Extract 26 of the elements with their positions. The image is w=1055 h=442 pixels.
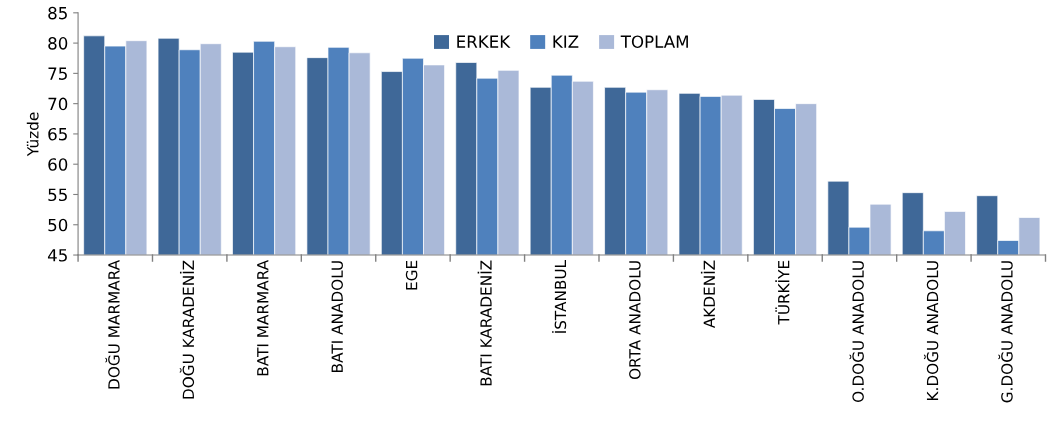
x-tick-label: BATI MARMARA [257,260,269,376]
x-tick-label: O.DOĞU ANADOLU [849,261,864,403]
y-tick-label: 85 [48,6,67,20]
x-tick-label: G.DOĞU ANADOLU [998,261,1013,403]
x-tick-label: AKDENİZ [700,260,715,329]
x-tick-label: EGE [405,260,418,290]
legend-label: ERKEK [457,35,511,48]
x-tick-label: İSTANBUL [552,259,567,333]
x-tick-label: ORTA ANADOLU [629,261,641,380]
x-tick-label: TÜRKİYE [775,260,790,325]
x-tick-label: DOĞU KARADENİZ [179,260,195,399]
y-axis-title: Yüzde [26,112,39,157]
y-tick-label: 60 [48,158,68,171]
y-tick-label: 50 [48,218,68,232]
y-tick-label: 70 [48,97,68,111]
x-tick-label: BATI ANADOLU [331,261,343,372]
y-tick-label: 75 [48,67,67,80]
y-tick-label: 65 [48,127,67,141]
x-tick-label: K.DOĞU ANADOLU [923,261,939,400]
x-tick-label: BATI KARADENİZ [477,260,492,386]
x-tick-label: DOĞU MARMARA [105,260,120,389]
legend-label: TOPLAM [620,35,688,48]
y-tick-label: 45 [47,249,67,262]
y-tick-label: 80 [48,37,68,50]
y-tick-label: 55 [48,188,67,202]
legend-label: KIZ [553,35,579,48]
